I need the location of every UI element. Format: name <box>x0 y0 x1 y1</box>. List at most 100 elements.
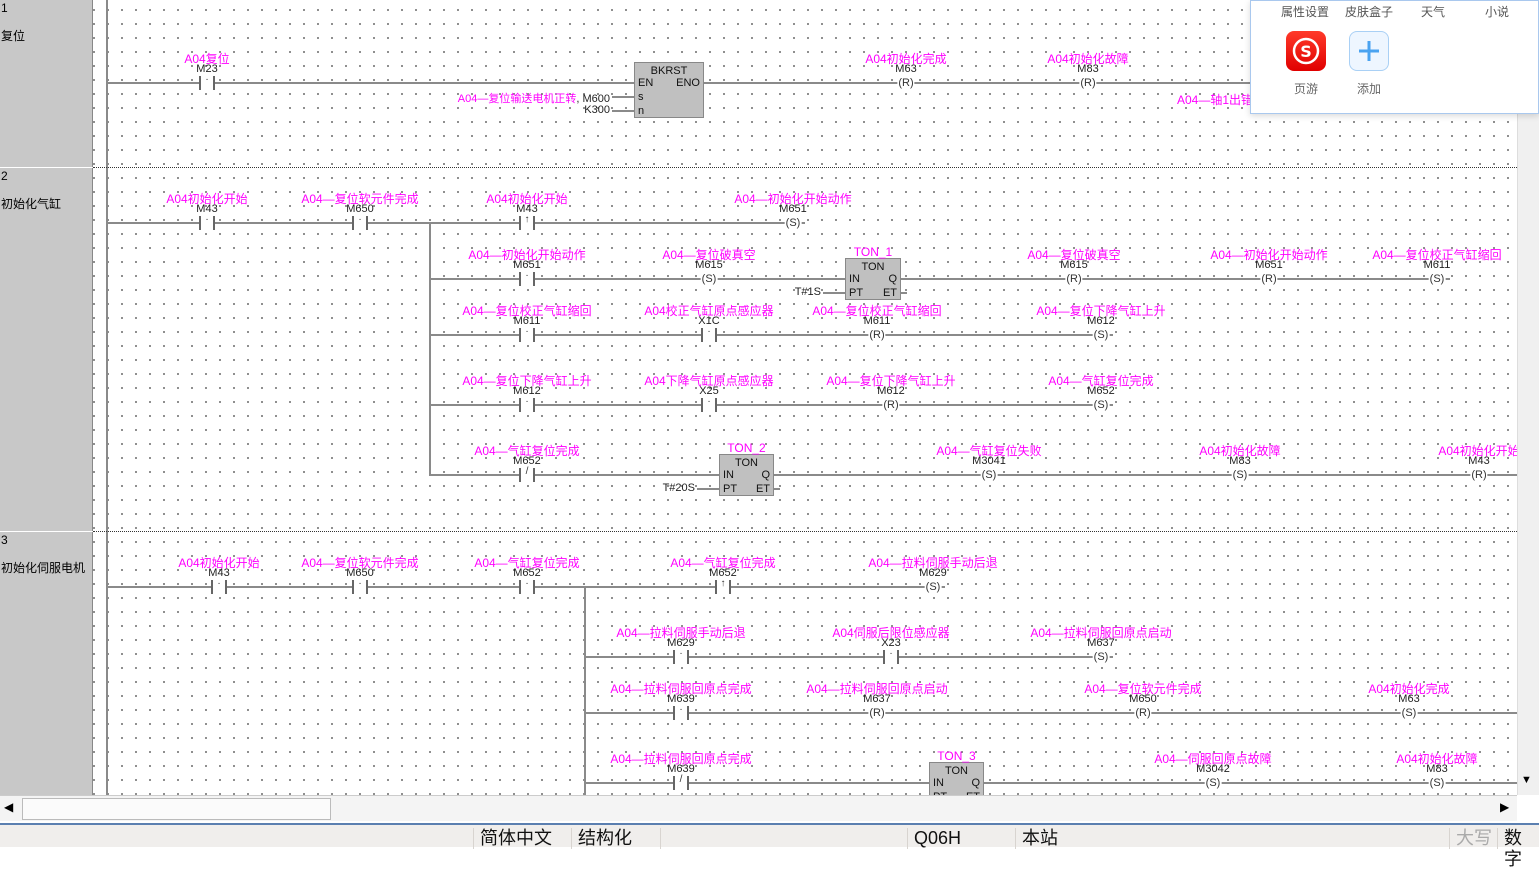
device-address: M63 <box>895 63 917 75</box>
popup-tab-novel[interactable]: 小说 <box>1485 5 1510 19</box>
device-comment: A04—复位校正气缸缩回 <box>812 304 942 318</box>
scroll-right-arrow-icon[interactable]: ▶ <box>1500 800 1510 814</box>
device-address: X25 <box>699 385 719 397</box>
device-comment: A04—复位破真空 <box>1027 248 1121 262</box>
status-num: 数字 <box>1497 828 1539 869</box>
no-contact[interactable]: · <box>352 578 368 594</box>
reset-coil[interactable]: (R) <box>1470 468 1488 482</box>
set-coil[interactable]: (S) <box>1400 706 1418 720</box>
coil-op: S <box>705 273 713 285</box>
nc-contact[interactable]: / <box>519 466 535 482</box>
scroll-down-arrow-icon[interactable]: ▼ <box>1521 774 1532 786</box>
set-coil[interactable]: (S) <box>1092 650 1110 664</box>
reset-coil[interactable]: (R) <box>1065 272 1083 286</box>
device-address: M43 <box>1468 455 1490 467</box>
horizontal-scroll-thumb[interactable] <box>22 798 331 820</box>
no-contact[interactable]: · <box>199 74 215 90</box>
coil-op: S <box>1405 707 1413 719</box>
reset-coil[interactable]: (R) <box>868 706 886 720</box>
no-contact[interactable]: · <box>673 648 689 664</box>
set-coil[interactable]: (S) <box>1428 776 1446 790</box>
device-address: M637 <box>863 693 891 705</box>
no-contact[interactable]: · <box>352 214 368 230</box>
device-address: M83 <box>1077 63 1099 75</box>
set-coil[interactable]: (S) <box>980 468 998 482</box>
set-coil[interactable]: (S) <box>700 272 718 286</box>
reset-coil[interactable]: (R) <box>1134 706 1152 720</box>
popup-tab-weather[interactable]: 天气 <box>1421 5 1446 19</box>
device-address: M23 <box>196 63 218 75</box>
coil-op: R <box>1139 707 1147 719</box>
device-comment: A04初始化开始 <box>486 192 568 206</box>
game-app-label: 页游 <box>1293 82 1318 96</box>
no-contact[interactable]: · <box>519 578 535 594</box>
set-coil[interactable]: (S) <box>1092 398 1110 412</box>
device-address: M651 <box>779 203 807 215</box>
game-app-button[interactable]: S <box>1286 31 1326 71</box>
popup-tab-settings[interactable]: 属性设置 <box>1281 5 1330 19</box>
nc-contact[interactable]: / <box>673 774 689 790</box>
device-comment: A04—拉料伺服手动后退 <box>868 556 998 570</box>
dot-icon: · <box>679 648 683 659</box>
no-contact[interactable]: · <box>519 270 535 286</box>
no-contact[interactable]: · <box>701 396 717 412</box>
device-comment: A04—复位下降气缸上升 <box>462 374 592 388</box>
no-contact[interactable]: · <box>519 326 535 342</box>
device-comment: A04—复位软元件完成 <box>301 556 419 570</box>
device-address: M650 <box>1129 693 1157 705</box>
dot-icon: · <box>889 648 893 659</box>
no-contact[interactable]: · <box>701 326 717 342</box>
block-name: TON <box>734 457 759 469</box>
no-contact[interactable]: · <box>883 648 899 664</box>
rising-edge-contact[interactable]: ↑ <box>715 578 731 594</box>
reset-coil[interactable]: (R) <box>897 76 915 90</box>
wire <box>585 712 1517 714</box>
device-address: M637 <box>1087 637 1115 649</box>
pin-wire <box>823 292 845 294</box>
set-coil[interactable]: (S) <box>1231 468 1249 482</box>
rung-separator <box>0 531 93 532</box>
device-comment: A04—拉料伺服回原点启动 <box>806 682 948 696</box>
function-block-bkrst[interactable]: BKRST EN s n ENO <box>634 62 704 118</box>
rung-number: 3 <box>1 533 8 547</box>
set-coil[interactable]: (S) <box>1428 272 1446 286</box>
reset-coil[interactable]: (R) <box>1079 76 1097 90</box>
popup-tab-skin[interactable]: 皮肤盒子 <box>1345 5 1394 19</box>
device-comment: A04—气缸复位完成 <box>1048 374 1154 388</box>
set-coil[interactable]: (S) <box>1204 776 1222 790</box>
device-comment: A04复位 <box>184 52 230 66</box>
ladder-editor[interactable]: A04复位 M23 · BKRST EN s n ENO A04—复位输送电机正转, M600 K… <box>0 0 1517 795</box>
rung-number: 1 <box>1 1 8 15</box>
wire <box>107 222 805 224</box>
reset-coil[interactable]: (R) <box>1260 272 1278 286</box>
device-address: M83 <box>1229 455 1251 467</box>
device-address: M615 <box>1060 259 1088 271</box>
device-comment: A04校正气缸原点感应器 <box>644 304 774 318</box>
rising-edge-contact[interactable]: ↑ <box>519 214 535 230</box>
set-coil[interactable]: (S) <box>784 216 802 230</box>
no-contact[interactable]: · <box>211 578 227 594</box>
block-input-pin: IN <box>849 273 860 285</box>
device-address: X1C <box>698 315 720 327</box>
dot-icon: · <box>358 578 362 589</box>
no-contact[interactable]: · <box>519 396 535 412</box>
no-contact[interactable]: · <box>673 704 689 720</box>
scroll-left-arrow-icon[interactable]: ◀ <box>4 800 14 814</box>
device-address: M611 <box>1423 259 1451 271</box>
reset-coil[interactable]: (R) <box>868 328 886 342</box>
device-address: M651 <box>1255 259 1283 271</box>
set-coil[interactable]: (S) <box>924 580 942 594</box>
no-contact[interactable]: · <box>199 214 215 230</box>
device-comment: A04伺服后限位感应器 <box>832 626 950 640</box>
set-coil[interactable]: (S) <box>1092 328 1110 342</box>
vertical-scrollbar[interactable] <box>1517 0 1539 795</box>
reset-coil[interactable]: (R) <box>882 398 900 412</box>
device-address: M629 <box>919 567 947 579</box>
add-app-button[interactable] <box>1349 31 1389 71</box>
device-comment: A04下降气缸原点感应器 <box>644 374 774 388</box>
horizontal-scrollbar[interactable]: ◀ ▶ <box>0 795 1517 821</box>
coil-op: S <box>985 469 993 481</box>
